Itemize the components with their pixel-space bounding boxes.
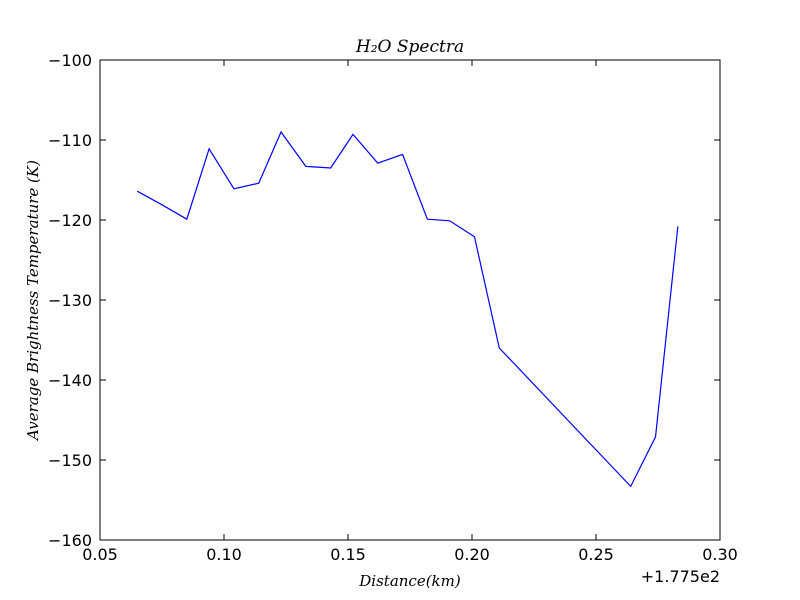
y-tick-label: −130 [48,291,92,310]
y-tick-label: −160 [48,531,92,550]
x-tick-label: 0.10 [206,545,242,564]
x-axis-label: Distance(km) [358,572,461,590]
y-axis-label: Average Brightness Temperature (K) [24,160,42,442]
chart-title: H₂O Spectra [355,37,464,57]
x-tick-label: 0.20 [454,545,490,564]
y-tick-label: −140 [48,371,92,390]
x-tick-label: 0.25 [578,545,614,564]
y-tick-label: −110 [48,131,92,150]
y-tick-label: −150 [48,451,92,470]
x-tick-label: 0.30 [702,545,738,564]
x-tick-label: 0.05 [82,545,118,564]
data-line [136,130,679,488]
x-tick-label: 0.15 [330,545,366,564]
plot-frame [99,59,721,541]
y-tick-label: −120 [48,211,92,230]
x-offset-label: +1.775e2 [641,567,720,586]
y-tick-label: −100 [48,51,92,70]
